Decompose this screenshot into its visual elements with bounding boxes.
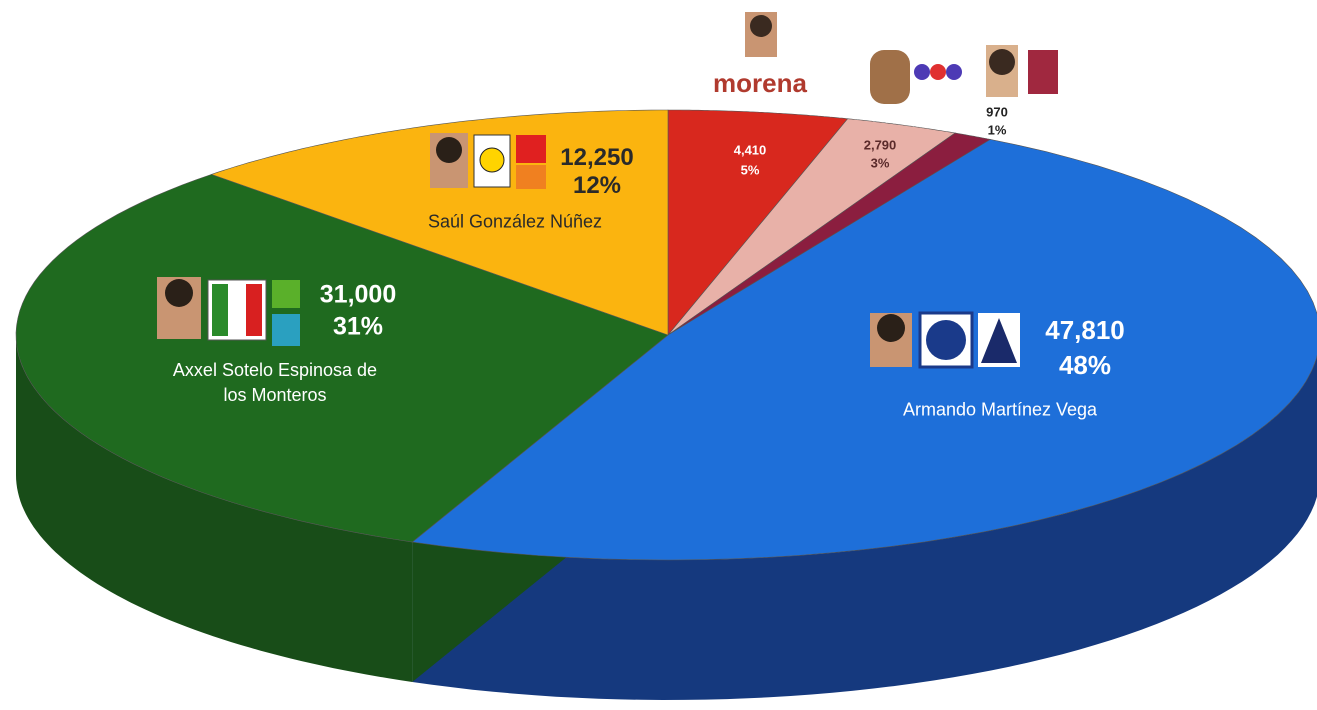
percent-label: 48% <box>1058 350 1112 380</box>
slice <box>210 109 669 336</box>
percent-label: 12% <box>572 172 622 199</box>
value-label: 2,790 <box>863 137 897 153</box>
percent-label: 5% <box>740 162 760 178</box>
category-label: Axxel Sotelo Espinosa de los Monteros <box>172 359 378 405</box>
value-label: 12,250 <box>560 144 634 171</box>
slice <box>667 132 992 336</box>
percent-label: 31% <box>332 312 384 341</box>
category-label: morena <box>713 67 807 98</box>
value-label: 4,410 <box>733 142 767 158</box>
category-label: Armando Martínez Vega <box>902 399 1098 420</box>
slice <box>667 109 849 336</box>
slice <box>667 118 956 336</box>
slice-side <box>412 356 1317 700</box>
value-label: 31,000 <box>319 280 397 309</box>
value-label: 970 <box>986 104 1008 120</box>
category-label: Saúl González Núñez <box>427 211 603 232</box>
slice <box>15 174 669 543</box>
percent-label: 1% <box>987 122 1007 138</box>
value-label: 47,810 <box>1045 315 1125 345</box>
percent-label: 3% <box>870 155 890 171</box>
slice-side <box>16 335 413 682</box>
slice <box>411 139 1317 561</box>
